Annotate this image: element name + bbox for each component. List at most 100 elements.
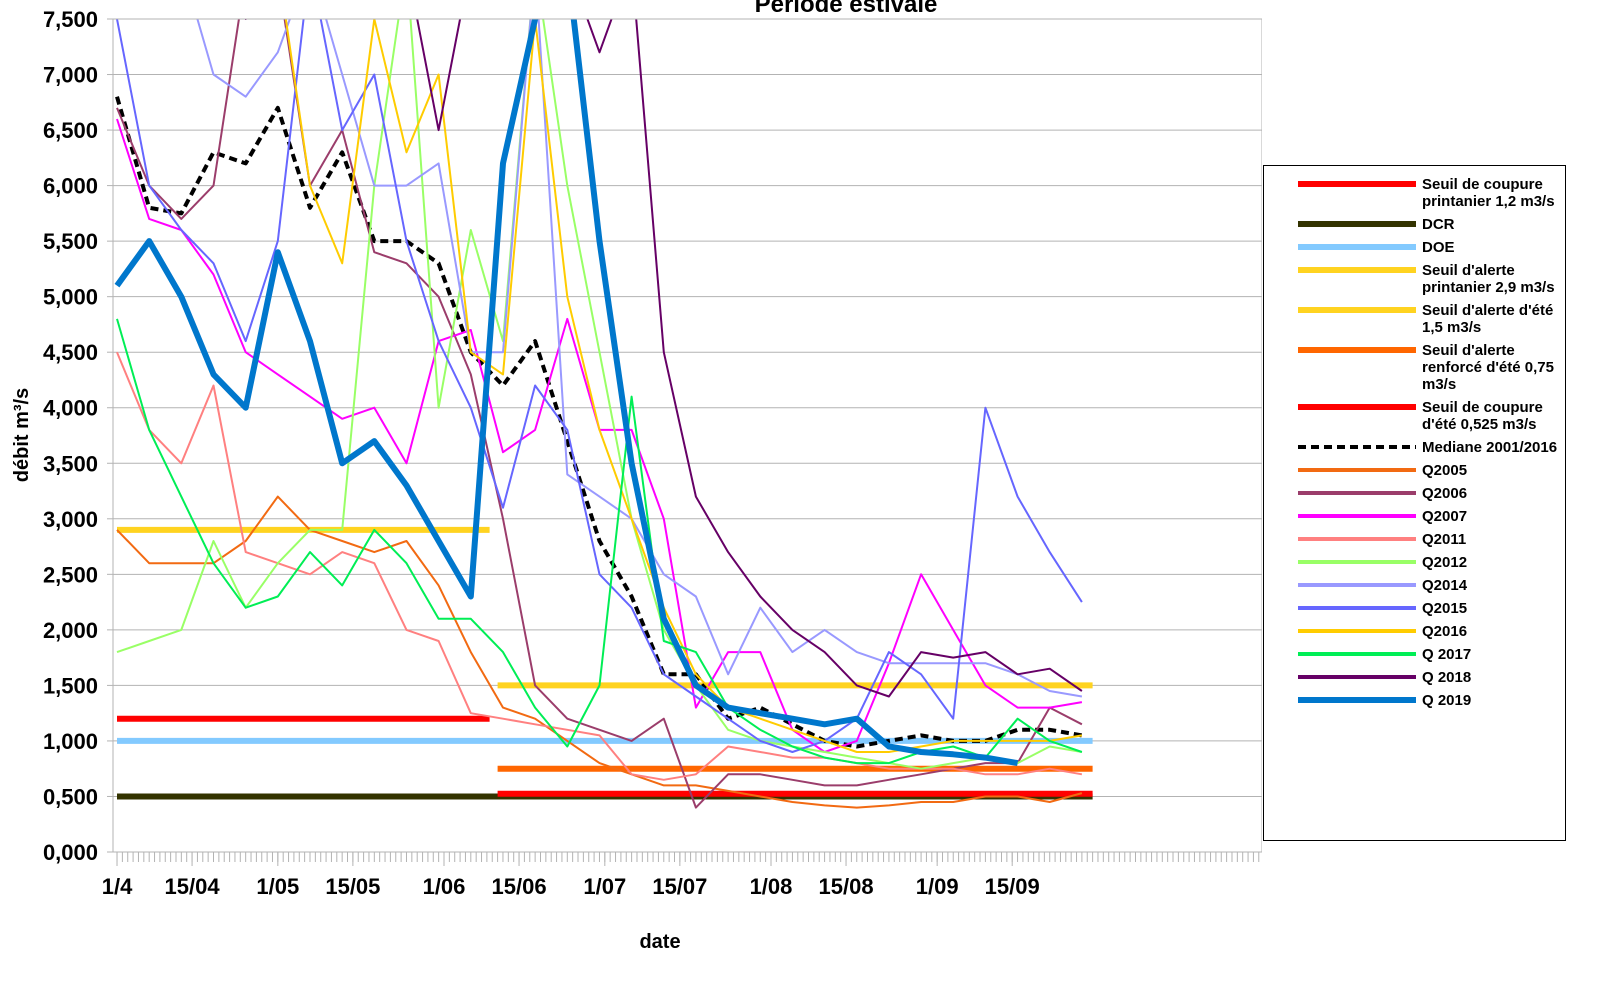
x-tick-label: 1/07 [583, 874, 626, 899]
legend-swatch [1298, 675, 1416, 679]
x-tick-label: 15/09 [985, 874, 1040, 899]
legend-swatch [1298, 606, 1416, 610]
x-tick-label: 1/05 [256, 874, 299, 899]
x-axis-label: date [639, 931, 680, 953]
x-tick-label: 1/08 [750, 874, 793, 899]
legend-item: Q 2017 [1298, 646, 1565, 663]
legend-item: Mediane 2001/2016 [1298, 439, 1565, 456]
series-line [116, 19, 1083, 809]
y-tick-label: 0,500 [43, 784, 98, 809]
legend-item: Q2012 [1298, 554, 1565, 571]
x-tick-label: 15/07 [652, 874, 707, 899]
legend-label: Q 2018 [1422, 669, 1472, 686]
legend-swatch [1298, 697, 1416, 703]
legend-swatch [1298, 181, 1416, 187]
x-tick-label: 15/08 [819, 874, 874, 899]
series-line [116, 19, 1083, 753]
legend-label: Q2012 [1422, 554, 1468, 571]
legend-label: Q2015 [1422, 600, 1468, 617]
series-line [284, 19, 1083, 753]
legend-label: Seuil de coupure d'été 0,525 m3/s [1422, 399, 1543, 433]
series-line [116, 118, 1083, 753]
legend-label: Q2005 [1422, 462, 1468, 479]
legend-label: Q2014 [1422, 577, 1468, 594]
legend-item: Seuil de coupure d'été 0,525 m3/s [1298, 399, 1565, 433]
legend-label: Q 2017 [1422, 646, 1472, 663]
y-tick-label: 1,000 [43, 729, 98, 754]
y-tick-label: 6,000 [43, 174, 98, 199]
x-tick-label: 15/04 [165, 874, 221, 899]
plot-lines [114, 19, 1093, 809]
legend-item: Q2015 [1298, 600, 1565, 617]
x-tick-label: 1/09 [916, 874, 959, 899]
legend-item: DOE [1298, 239, 1565, 256]
legend-item: Seuil de coupure printanier 1,2 m3/s [1298, 176, 1565, 210]
x-tick-label: 1/4 [102, 874, 133, 899]
legend-swatch [1298, 244, 1416, 250]
legend-label: DOE [1422, 239, 1455, 256]
series-line [116, 19, 1083, 770]
legend-swatch [1298, 537, 1416, 541]
axes: 0,000 0,500 1,000 1,500 2,000 2,500 3,000 3,500… [43, 7, 1262, 899]
legend-label: Q2016 [1422, 623, 1468, 640]
legend-swatch [1298, 491, 1416, 495]
chart-title: Période estivale [755, 0, 938, 18]
legend-item: Q2014 [1298, 577, 1565, 594]
legend-swatch [1298, 404, 1416, 410]
legend-item: Seuil d'alerte printanier 2,9 m3/s [1298, 262, 1565, 296]
series-line [116, 351, 1083, 781]
legend-item: Q 2019 [1298, 692, 1565, 709]
y-axis-label: débit m³/s [11, 388, 33, 482]
series-line [244, 19, 1083, 698]
legend: Seuil de coupure printanier 1,2 m3/s DCR D… [1263, 165, 1566, 841]
chart: Période estivale date débit m³/s 0,000 0,… [11, 0, 1262, 953]
x-tick-label: 15/05 [325, 874, 380, 899]
legend-item: Q2016 [1298, 623, 1565, 640]
legend-swatch [1298, 347, 1416, 353]
legend-item: DCR [1298, 216, 1565, 233]
legend-item: Seuil d'alerte d'été 1,5 m3/s [1298, 302, 1565, 336]
legend-swatch [1298, 560, 1416, 564]
legend-item: Q2011 [1298, 531, 1565, 548]
series-line [115, 96, 1083, 749]
y-tick-label: 2,500 [43, 562, 98, 587]
legend-label: Q2011 [1422, 531, 1467, 548]
legend-item: Q2005 [1298, 462, 1565, 479]
y-tick-label: 4,500 [43, 340, 98, 365]
legend-item: Q2007 [1298, 508, 1565, 525]
y-tick-label: 7,500 [43, 7, 98, 32]
plot-frame [112, 18, 1262, 853]
y-tick-label: 5,500 [43, 229, 98, 254]
legend-label: Seuil d'alerte renforcé d'été 0,75 m3/s [1422, 342, 1554, 393]
legend-label: Seuil d'alerte d'été 1,5 m3/s [1422, 302, 1554, 336]
legend-swatch [1298, 629, 1416, 633]
legend-label: Seuil de coupure printanier 1,2 m3/s [1422, 176, 1555, 210]
y-tick-label: 6,500 [43, 118, 98, 143]
legend-swatch [1298, 267, 1416, 273]
series-line [116, 495, 1083, 809]
legend-label: Seuil d'alerte printanier 2,9 m3/s [1422, 262, 1555, 296]
legend-swatch [1298, 468, 1416, 472]
legend-swatch [1298, 221, 1416, 227]
grid [113, 18, 1262, 853]
y-tick-label: 5,000 [43, 285, 98, 310]
series-line [114, 19, 1019, 767]
y-tick-label: 3,000 [43, 507, 98, 532]
legend-swatch [1298, 652, 1416, 656]
legend-label: Q2007 [1422, 508, 1468, 525]
legend-swatch [1298, 583, 1416, 587]
legend-label: DCR [1422, 216, 1455, 233]
y-tick-label: 0,000 [43, 840, 98, 865]
x-tick-label: 1/06 [423, 874, 466, 899]
legend-label: Q 2019 [1422, 692, 1472, 709]
series-line [196, 19, 1083, 698]
legend-swatch [1298, 307, 1416, 313]
legend-swatch [1298, 445, 1416, 449]
y-tick-label: 7,000 [43, 63, 98, 88]
legend-item: Q2006 [1298, 485, 1565, 502]
y-tick-label: 3,500 [43, 451, 98, 476]
x-tick-label: 15/06 [492, 874, 547, 899]
legend-item: Q 2018 [1298, 669, 1565, 686]
legend-label: Mediane 2001/2016 [1422, 439, 1558, 456]
